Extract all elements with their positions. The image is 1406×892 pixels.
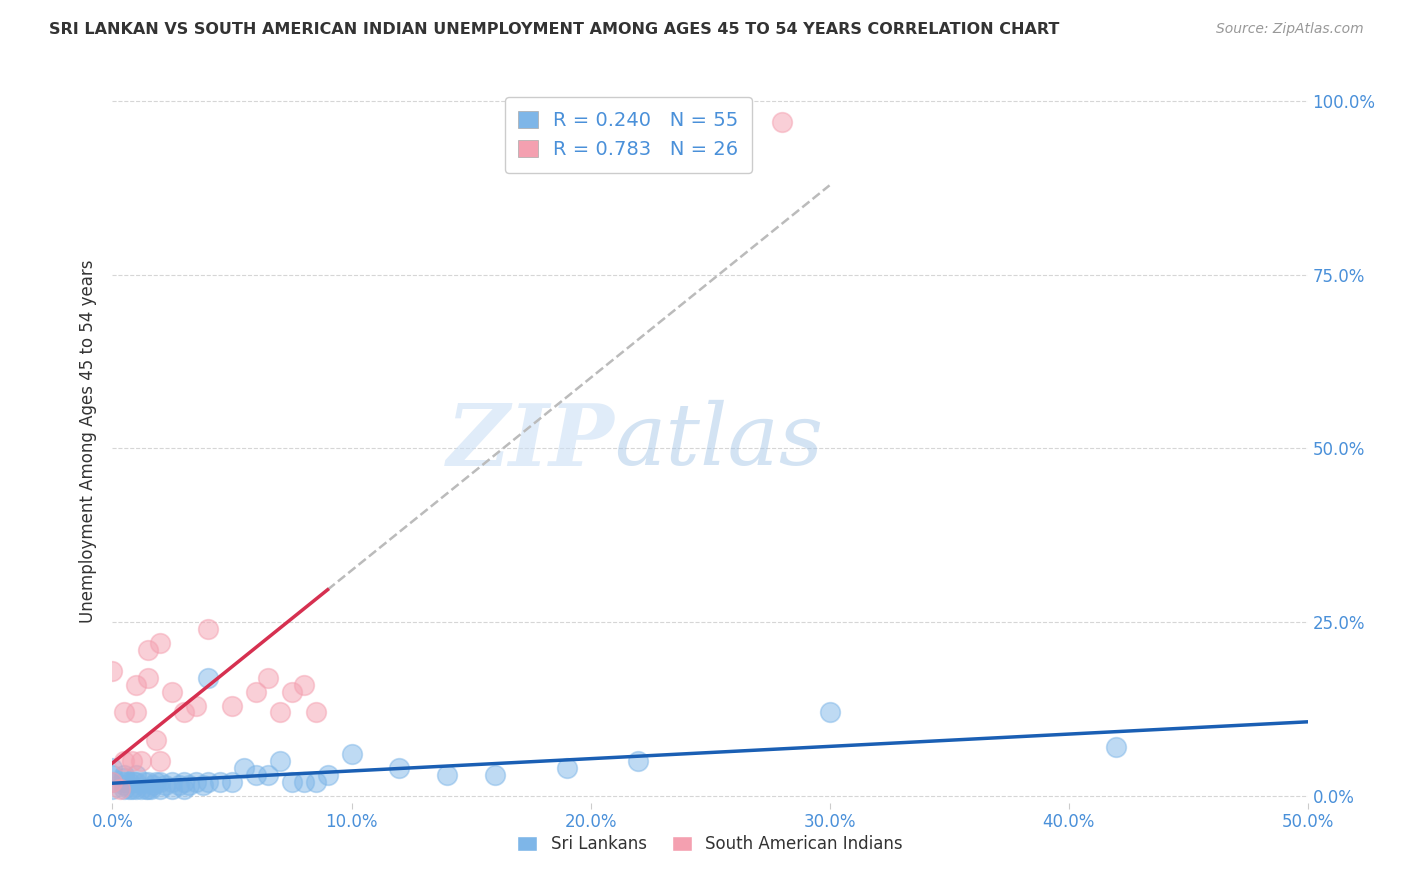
Point bbox=[142, 779, 165, 793]
Point bbox=[129, 754, 152, 768]
Point bbox=[114, 779, 135, 793]
Point bbox=[173, 706, 195, 720]
Text: ZIP: ZIP bbox=[447, 400, 614, 483]
Legend: Sri Lankans, South American Indians: Sri Lankans, South American Indians bbox=[510, 828, 910, 860]
Point bbox=[121, 781, 143, 796]
Point bbox=[269, 754, 291, 768]
Text: SRI LANKAN VS SOUTH AMERICAN INDIAN UNEMPLOYMENT AMONG AGES 45 TO 54 YEARS CORRE: SRI LANKAN VS SOUTH AMERICAN INDIAN UNEM… bbox=[49, 22, 1060, 37]
Point bbox=[149, 775, 172, 789]
Point bbox=[316, 768, 339, 782]
Point bbox=[138, 643, 160, 657]
Text: Source: ZipAtlas.com: Source: ZipAtlas.com bbox=[1216, 22, 1364, 37]
Point bbox=[145, 775, 167, 789]
Point bbox=[162, 684, 183, 698]
Point bbox=[125, 768, 148, 782]
Point bbox=[149, 636, 172, 650]
Point bbox=[221, 775, 243, 789]
Point bbox=[1105, 740, 1128, 755]
Point bbox=[125, 678, 148, 692]
Point bbox=[101, 781, 124, 796]
Point bbox=[114, 754, 135, 768]
Point bbox=[162, 781, 183, 796]
Y-axis label: Unemployment Among Ages 45 to 54 years: Unemployment Among Ages 45 to 54 years bbox=[79, 260, 97, 624]
Point bbox=[162, 775, 183, 789]
Point bbox=[101, 664, 124, 678]
Point bbox=[101, 775, 124, 789]
Point bbox=[177, 779, 200, 793]
Point bbox=[197, 671, 219, 685]
Point bbox=[209, 775, 232, 789]
Point bbox=[114, 775, 135, 789]
Point bbox=[118, 781, 141, 796]
Point bbox=[305, 775, 328, 789]
Point bbox=[122, 775, 145, 789]
Point bbox=[145, 733, 167, 747]
Point bbox=[114, 706, 135, 720]
Point bbox=[292, 775, 315, 789]
Point bbox=[114, 772, 135, 786]
Point bbox=[770, 115, 793, 129]
Point bbox=[292, 678, 315, 692]
Point bbox=[484, 768, 506, 782]
Point bbox=[305, 706, 328, 720]
Point bbox=[257, 671, 280, 685]
Point bbox=[138, 775, 160, 789]
Point bbox=[173, 775, 195, 789]
Point bbox=[114, 768, 135, 782]
Point bbox=[149, 781, 172, 796]
Point bbox=[114, 781, 135, 796]
Point bbox=[269, 706, 291, 720]
Point bbox=[101, 761, 124, 775]
Point bbox=[388, 761, 411, 775]
Point bbox=[186, 775, 208, 789]
Point bbox=[118, 775, 141, 789]
Point bbox=[108, 781, 131, 796]
Point bbox=[125, 781, 148, 796]
Point bbox=[125, 706, 148, 720]
Point bbox=[340, 747, 363, 761]
Point bbox=[132, 775, 155, 789]
Point bbox=[169, 779, 191, 793]
Point bbox=[233, 761, 256, 775]
Point bbox=[197, 622, 219, 636]
Point bbox=[138, 781, 160, 796]
Point bbox=[186, 698, 208, 713]
Point bbox=[245, 768, 267, 782]
Point bbox=[818, 706, 841, 720]
Point bbox=[627, 754, 650, 768]
Point bbox=[257, 768, 280, 782]
Point bbox=[245, 684, 267, 698]
Point bbox=[138, 671, 160, 685]
Point bbox=[139, 781, 162, 796]
Point bbox=[193, 779, 215, 793]
Text: atlas: atlas bbox=[614, 401, 824, 483]
Point bbox=[221, 698, 243, 713]
Point bbox=[121, 754, 143, 768]
Point bbox=[281, 684, 304, 698]
Point bbox=[101, 768, 124, 782]
Point bbox=[149, 754, 172, 768]
Point bbox=[125, 775, 148, 789]
Point bbox=[153, 779, 176, 793]
Point bbox=[101, 775, 124, 789]
Point bbox=[173, 781, 195, 796]
Point bbox=[197, 775, 219, 789]
Point bbox=[281, 775, 304, 789]
Point bbox=[555, 761, 578, 775]
Point bbox=[135, 781, 157, 796]
Point bbox=[436, 768, 458, 782]
Point bbox=[129, 781, 152, 796]
